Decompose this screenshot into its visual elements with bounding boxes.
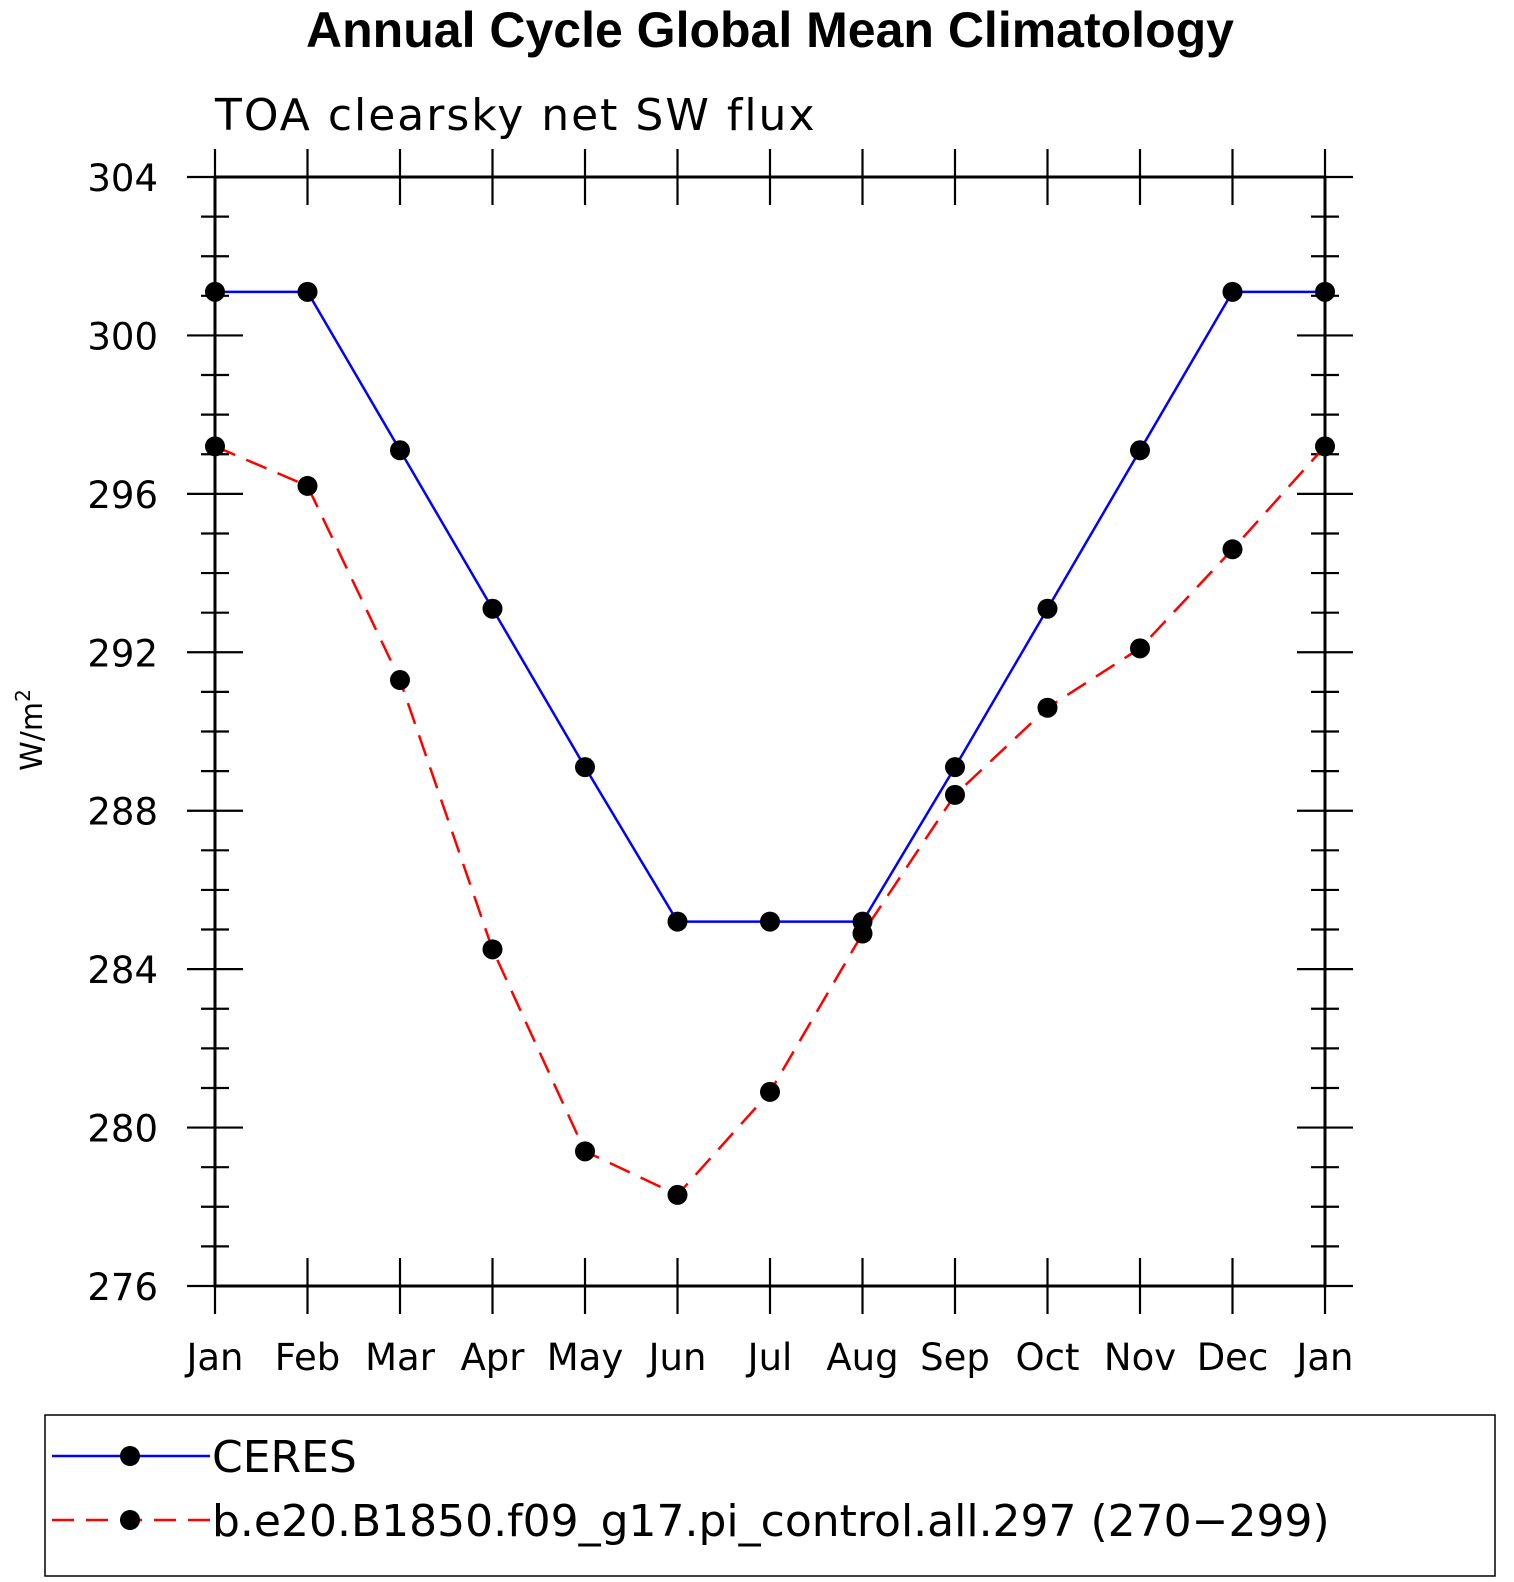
- x-tick-label: May: [547, 1336, 624, 1379]
- series-0-point: [205, 281, 225, 302]
- x-tick-label: Sep: [920, 1336, 990, 1379]
- y-tick-label: 284: [87, 949, 158, 992]
- y-tick-label: 288: [87, 791, 158, 834]
- x-tick-label: Nov: [1104, 1336, 1176, 1379]
- series-1-point: [945, 784, 965, 805]
- series-0-point: [575, 757, 595, 778]
- legend-marker-0: [120, 1446, 140, 1466]
- series-1-point: [667, 1184, 688, 1205]
- series-1-point: [1315, 436, 1335, 457]
- series-0-point: [1130, 440, 1150, 461]
- series-1-point: [482, 939, 503, 960]
- series-1-point: [205, 436, 225, 457]
- x-tick-label: Jun: [647, 1336, 707, 1379]
- plot-series: [205, 281, 1335, 1205]
- series-1-point: [852, 923, 873, 944]
- legend-label-1: b.e20.B1850.f09_g17.pi_control.all.297 (…: [212, 1496, 1330, 1547]
- series-line-0: [215, 290, 1325, 923]
- y-tick-label: 280: [87, 1108, 158, 1151]
- y-axis-label-superscript: 2: [11, 689, 35, 702]
- legend: CERES b.e20.B1850.f09_g17.pi_control.all.…: [52, 1432, 1330, 1547]
- y-tick-label: 276: [87, 1266, 158, 1309]
- x-tick-label: Jan: [1294, 1336, 1353, 1379]
- series-1-point: [297, 475, 318, 496]
- plot-frame: [213, 175, 1327, 1288]
- series-1-point: [1037, 697, 1058, 718]
- series-0-point: [945, 757, 965, 778]
- series-0-point: [1315, 281, 1335, 302]
- series-1-point: [760, 1081, 780, 1102]
- x-tick-label: Aug: [826, 1336, 898, 1379]
- y-tick-labels: 276 280 284 288 292 296 300 304: [87, 157, 158, 1309]
- series-0-point: [1222, 281, 1243, 302]
- x-tick-label: Jan: [184, 1336, 243, 1379]
- legend-marker-1: [120, 1510, 140, 1530]
- y-tick-label: 292: [87, 632, 158, 675]
- series-1-point: [390, 670, 410, 691]
- series-1-point: [575, 1141, 595, 1162]
- x-tick-label: Jul: [746, 1336, 793, 1379]
- series-0-point: [760, 911, 780, 932]
- axis-ticks: [187, 149, 1353, 1314]
- series-0-point: [390, 440, 410, 461]
- series-0-point: [297, 281, 318, 302]
- y-tick-label: 304: [87, 157, 158, 200]
- series-0-point: [482, 598, 503, 619]
- x-tick-label: Apr: [460, 1336, 525, 1379]
- legend-box: [44, 1414, 1496, 1577]
- legend-label-0: CERES: [212, 1432, 357, 1483]
- x-tick-labels: Jan Feb Mar Apr May Jun Jul Aug Sep Oct Nov Dec Jan: [184, 1336, 1353, 1379]
- series-1-point: [1222, 539, 1243, 560]
- series-0-point: [667, 911, 688, 932]
- y-tick-label: 300: [87, 315, 158, 358]
- chart-title: Annual Cycle Global Mean Climatology: [306, 2, 1234, 58]
- x-tick-label: Mar: [365, 1336, 436, 1379]
- x-tick-label: Oct: [1016, 1336, 1080, 1379]
- y-tick-label: 296: [87, 474, 158, 517]
- chart-subtitle: TOA clearsky net SW flux: [214, 90, 816, 141]
- y-axis-label: W/m2: [11, 689, 50, 771]
- x-tick-label: Dec: [1197, 1336, 1269, 1379]
- series-0-point: [1037, 598, 1058, 619]
- y-axis-label-unit: W/m: [15, 702, 50, 771]
- x-tick-label: Feb: [275, 1336, 341, 1379]
- series-1-point: [1130, 638, 1150, 659]
